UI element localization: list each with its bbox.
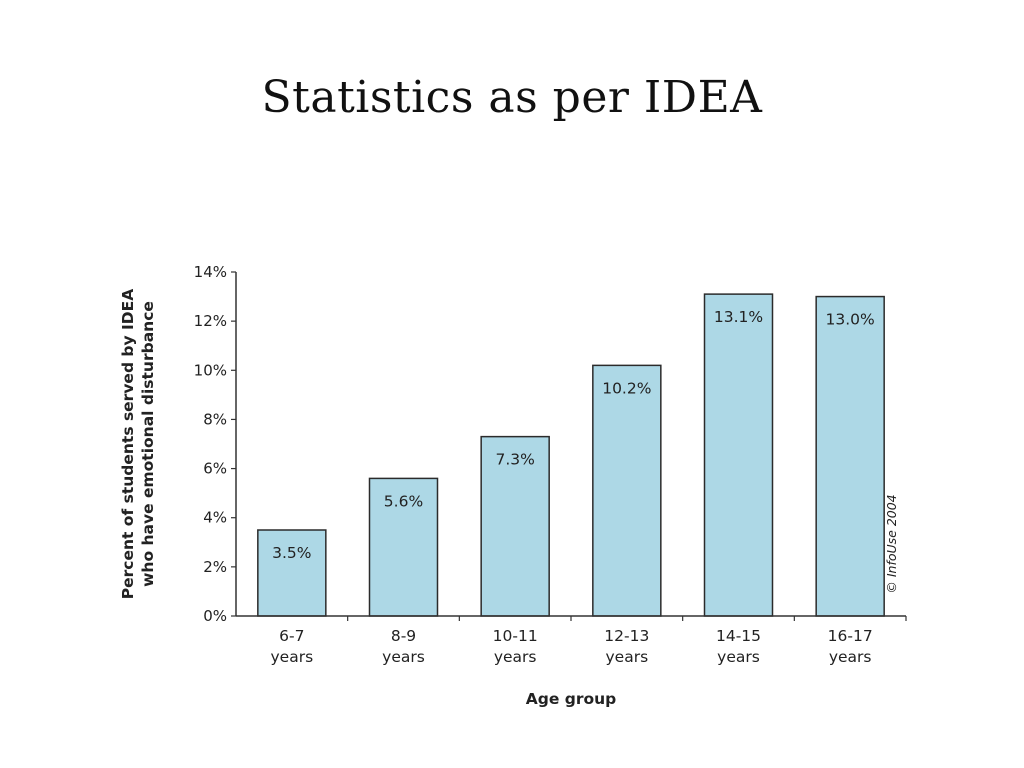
bar <box>257 529 327 617</box>
y-axis-title-line: Percent of students served by IDEA <box>119 289 137 600</box>
y-tick-label: 4% <box>203 509 227 527</box>
bar <box>592 364 662 617</box>
y-tick-label: 14% <box>194 263 227 281</box>
y-axis-title-line: who have emotional disturbance <box>139 301 157 587</box>
bar-data-label: 13.0% <box>826 311 875 329</box>
y-tick-label: 2% <box>203 558 227 576</box>
y-tick-label: 10% <box>194 361 227 379</box>
bar <box>703 293 774 617</box>
y-tick-label: 0% <box>203 607 227 625</box>
x-category-label: 6-7 years <box>271 627 314 666</box>
x-category-label: 14-15 years <box>716 627 761 666</box>
bar-data-label: 7.3% <box>495 451 534 469</box>
x-category-label: 8-9 years <box>382 627 425 666</box>
bar-data-label: 13.1% <box>714 308 763 326</box>
bar <box>480 435 550 617</box>
x-category-label: 12-13 years <box>604 627 649 666</box>
y-tick-label: 6% <box>203 460 227 478</box>
y-axis-title: Percent of students served by IDEA who ha… <box>119 289 157 600</box>
bar-data-label: 10.2% <box>602 379 651 397</box>
slide-title: Statistics as per IDEA <box>261 72 763 123</box>
bar-data-label: 3.5% <box>272 544 311 562</box>
y-tick-label: 12% <box>194 312 227 330</box>
y-axis-ticks: 0% 2% 4% 6% 8% 10% 12% 14% <box>194 263 236 625</box>
x-category-label: 16-17 years <box>828 627 873 666</box>
bars <box>257 293 885 617</box>
y-tick-label: 8% <box>203 410 227 428</box>
bar <box>368 477 439 617</box>
bar-data-label: 5.6% <box>384 492 423 510</box>
copyright-notice: © InfoUse 2004 <box>884 494 899 593</box>
x-axis-title: Age group <box>526 690 617 708</box>
x-axis-category-labels: 6-7 years 8-9 years 10-11 years 12-13 years 14-1… <box>271 616 907 666</box>
bar-data-labels: 3.5% 5.6% 7.3% 10.2% 13.1% 13.0% <box>272 308 875 562</box>
x-category-label: 10-11 years <box>493 627 538 666</box>
bar <box>815 295 885 617</box>
bar-chart: Percent of students served by IDEA who ha… <box>119 263 907 708</box>
